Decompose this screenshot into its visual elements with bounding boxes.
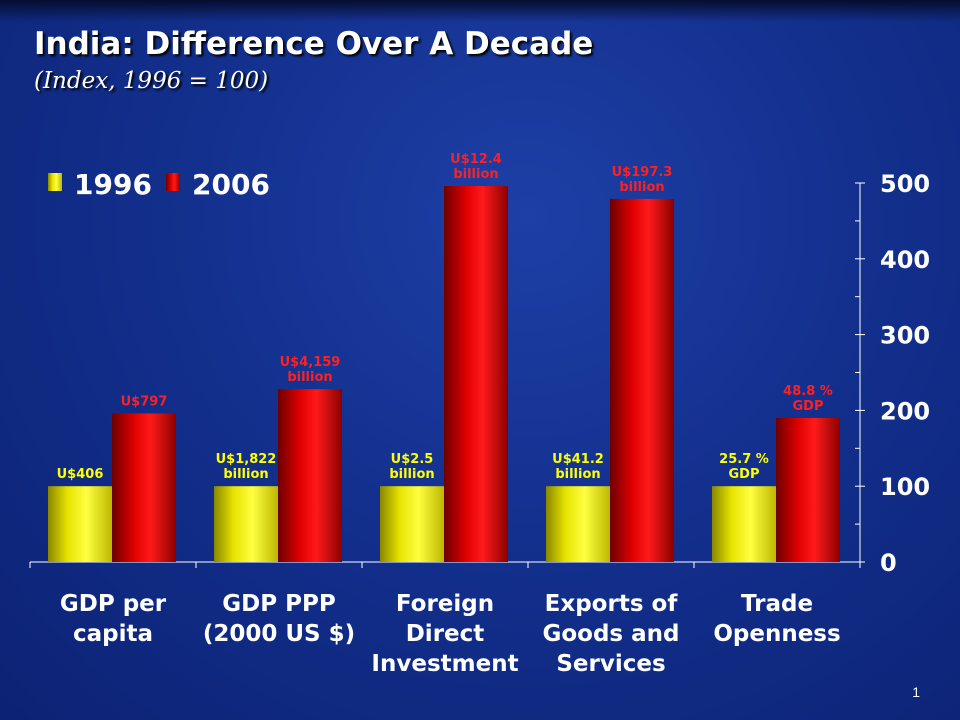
category-label-line: Foreign (396, 591, 494, 617)
bar-2006 (112, 413, 176, 562)
bar-2006 (278, 389, 342, 562)
data-label-1996-line: U$1,822 (216, 452, 277, 467)
bar-2006 (776, 417, 840, 562)
category-label-line: GDP PPP (222, 591, 335, 617)
category-label: Foreign Direct Investment (371, 591, 518, 677)
category-label: Trade Openness (713, 591, 840, 647)
y-tick-label: 100 (880, 473, 930, 501)
data-label-2006-line: U$797 (121, 394, 168, 409)
bar-1996 (546, 486, 610, 562)
slide-title: India: Difference Over A Decade (34, 26, 594, 62)
data-label-1996-line: billion (555, 467, 600, 482)
data-label-1996-line: billion (223, 467, 268, 482)
y-tick-label: 500 (880, 170, 930, 198)
y-tick-label: 400 (880, 246, 930, 274)
category-label-line: capita (73, 621, 153, 647)
legend-swatch-2006 (166, 173, 180, 191)
data-label-2006-line: U$4,159 (280, 355, 341, 370)
data-label-1996-line: U$41.2 (552, 452, 604, 467)
category-label-line: Trade (741, 591, 813, 617)
data-label-2006-line: U$12.4 (450, 152, 502, 167)
bar-1996 (214, 486, 278, 562)
y-tick-label: 200 (880, 397, 930, 425)
category-label-line: Investment (371, 651, 518, 677)
data-label-2006-line: billion (287, 370, 332, 385)
bar-1996 (712, 486, 776, 562)
category-label-line: Openness (713, 621, 840, 647)
data-label-1996-line: billion (389, 467, 434, 482)
category-label-line: GDP per (60, 591, 167, 617)
data-label-2006: U$12.4 billion (450, 152, 502, 182)
data-label-1996: U$2.5 billion (389, 452, 434, 482)
data-label-2006: U$197.3 billion (612, 165, 673, 195)
legend-label-1996: 1996 (74, 168, 152, 201)
bar-1996 (48, 486, 112, 562)
data-label-1996-line: GDP (729, 467, 760, 482)
legend-label-2006: 2006 (192, 168, 270, 201)
bar-2006 (610, 198, 674, 562)
data-label-2006-line: GDP (793, 399, 824, 414)
category-label-line: Direct (406, 621, 485, 647)
data-label-2006: 48.8 % GDP (783, 384, 833, 414)
data-label-2006: U$4,159 billion (280, 355, 341, 385)
legend-swatch-1996 (48, 173, 62, 191)
data-label-2006-line: 48.8 % (783, 384, 833, 399)
category-label: Exports of Goods and Services (542, 591, 679, 677)
y-tick-label: 300 (880, 322, 930, 350)
data-label-1996: U$1,822 billion (216, 452, 277, 482)
category-label: GDP per capita (60, 591, 167, 647)
data-label-1996: U$41.2 billion (552, 452, 604, 482)
data-label-1996: U$406 (57, 467, 104, 482)
category-label-line: Exports of (545, 591, 679, 617)
data-label-1996-line: U$2.5 (391, 452, 434, 467)
top-band (0, 0, 960, 22)
bar-1996 (380, 486, 444, 562)
data-label-1996-line: 25.7 % (719, 452, 769, 467)
data-label-1996-line: U$406 (57, 467, 104, 482)
category-label-line: Services (556, 651, 665, 677)
page-number: 1 (912, 684, 920, 700)
bar-2006 (444, 186, 508, 563)
data-label-1996: 25.7 % GDP (719, 452, 769, 482)
category-label-line: (2000 US $) (203, 621, 355, 647)
data-label-2006-line: billion (619, 180, 664, 195)
slide-subtitle: (Index, 1996 = 100) (34, 68, 269, 94)
data-label-2006-line: billion (453, 167, 498, 182)
data-label-2006: U$797 (121, 394, 168, 409)
data-label-2006-line: U$197.3 (612, 165, 673, 180)
category-label: GDP PPP (2000 US $) (203, 591, 355, 647)
y-tick-label: 0 (880, 549, 897, 577)
category-label-line: Goods and (542, 621, 679, 647)
